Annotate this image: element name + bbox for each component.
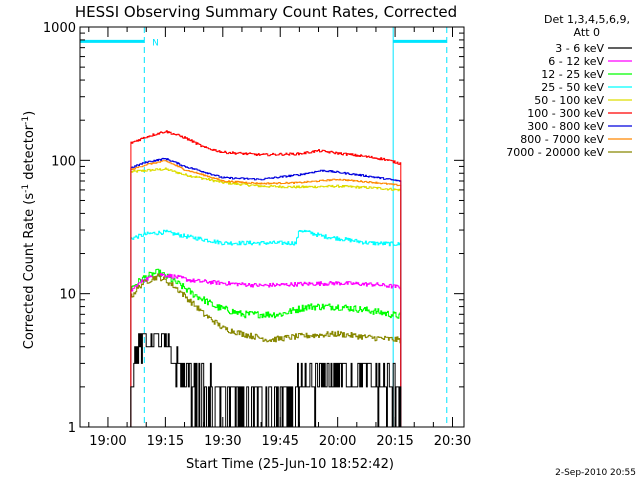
series-line-800-7000-kev: [130, 160, 402, 427]
legend-item-label: 12 - 25 keV: [541, 68, 604, 81]
series-line-3-6-kev: [130, 333, 402, 428]
series-line-100-300-kev: [130, 130, 402, 427]
legend-item-label: 7000 - 20000 keV: [506, 146, 604, 159]
y-axis-label-sup-2: -1: [21, 116, 31, 125]
footer-timestamp: 2-Sep-2010 20:55: [555, 468, 636, 478]
y-axis-label: Corrected Count Rate (s-1 detector-1): [21, 111, 37, 349]
legend-item-label: 25 - 50 keV: [541, 81, 604, 94]
legend-header-line-1: Det 1,3,4,5,6,9,: [544, 13, 630, 26]
plot-area: N 1 10 100 1000 19:00 19:15 19:30 19:45 20:00 20…: [43, 21, 471, 449]
x-tick-label: 19:15: [147, 434, 184, 449]
y-axis-label-part-2: detector: [22, 124, 37, 184]
legend-item-label: 300 - 800 keV: [527, 120, 604, 133]
chart-title: HESSI Observing Summary Count Rates, Cor…: [75, 3, 457, 21]
legend-item-label: 50 - 100 keV: [534, 94, 604, 107]
y-axis-label-sup-1: -1: [21, 184, 31, 193]
y-axis-label-part-1: Corrected Count Rate (s: [22, 193, 37, 350]
x-tick-label: 20:00: [319, 434, 356, 449]
x-axis: 19:00 19:15 19:30 19:45 20:00 20:15 20:30: [88, 27, 471, 449]
series-line-25-50-kev: [130, 229, 402, 427]
y-tick-label: 1: [68, 421, 76, 436]
legend-item-label: 3 - 6 keV: [555, 42, 604, 55]
y-axis: 1 10 100 1000: [43, 21, 464, 436]
legend-item-label: 100 - 300 keV: [527, 107, 604, 120]
x-tick-label: 19:00: [89, 434, 126, 449]
series-line-300-800-kev: [130, 157, 402, 427]
series-line-50-100-kev: [130, 167, 402, 427]
y-tick-label: 1000: [43, 21, 76, 36]
x-tick-label: 19:30: [204, 434, 241, 449]
y-tick-label: 10: [59, 288, 76, 303]
y-axis-label-part-3: ): [22, 111, 37, 116]
plot-frame: [79, 26, 465, 428]
x-tick-label: 19:45: [261, 434, 298, 449]
saa-marker-label: N: [152, 38, 159, 48]
x-tick-label: 20:30: [434, 434, 471, 449]
series-line-12-25-kev: [130, 268, 402, 427]
y-tick-label: 100: [51, 154, 76, 169]
legend-item-label: 6 - 12 keV: [548, 55, 604, 68]
series-line-6-12-kev: [130, 273, 402, 427]
series-line-7000-20000-kev: [130, 273, 402, 427]
legend-header-line-2: Att 0: [574, 26, 600, 39]
legend-item-label: 800 - 7000 keV: [520, 133, 604, 146]
x-axis-label: Start Time (25-Jun-10 18:52:42): [186, 457, 394, 472]
x-tick-label: 20:15: [376, 434, 413, 449]
